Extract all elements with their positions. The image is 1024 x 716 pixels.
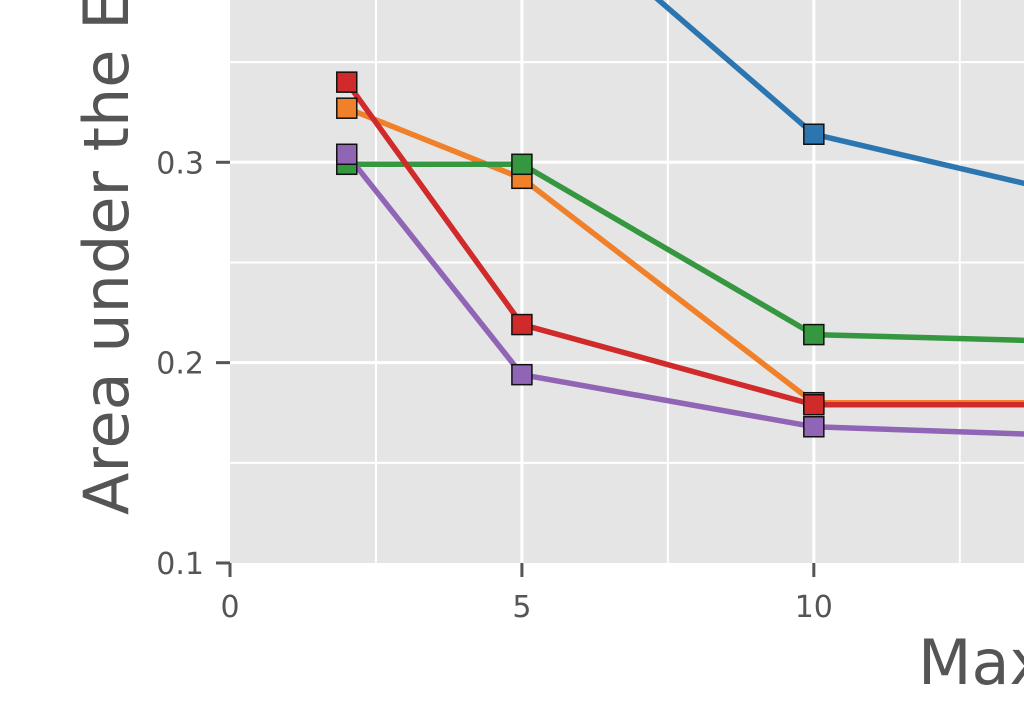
marker <box>803 393 825 416</box>
marker <box>336 71 358 93</box>
y-tick-label: 0.2 <box>156 347 204 382</box>
series-line <box>344 152 1024 437</box>
y-tick-label: 0.1 <box>156 547 204 582</box>
marker <box>336 143 358 166</box>
marker <box>336 97 358 119</box>
series-line <box>344 80 1024 408</box>
y-axis-label: Area under the E <box>70 0 143 515</box>
marker <box>803 123 825 145</box>
series-group <box>336 0 1024 438</box>
marker <box>511 153 533 176</box>
plot-background <box>230 0 1024 563</box>
marker <box>511 313 533 336</box>
axes: 0 5 10 0.1 0.2 0.3 <box>156 146 833 625</box>
x-axis-label: Max <box>918 626 1024 699</box>
marker <box>803 416 825 438</box>
x-tick-label: 0 <box>220 590 239 625</box>
x-tick-label: 10 <box>795 590 833 625</box>
marker <box>803 323 825 346</box>
y-tick-label: 0.3 <box>156 146 204 181</box>
marker <box>511 363 533 386</box>
x-tick-label: 5 <box>512 590 531 625</box>
grid <box>230 0 1024 563</box>
series-line <box>346 161 1024 344</box>
